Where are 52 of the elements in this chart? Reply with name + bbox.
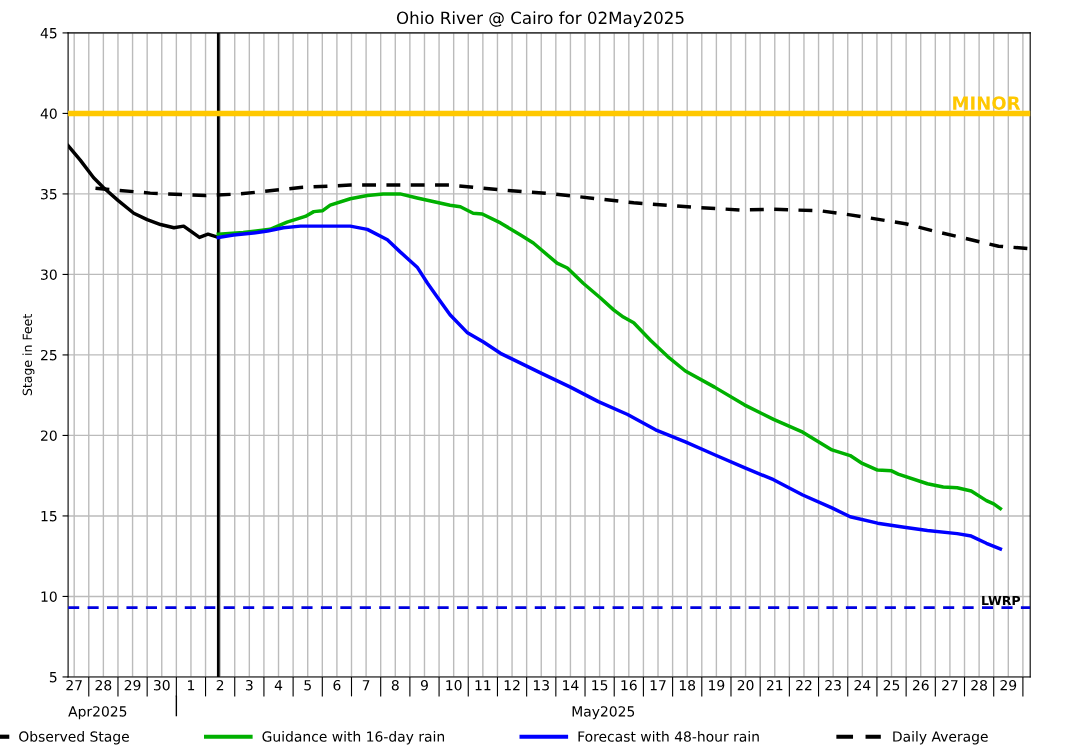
y-tick-label: 20 (41, 430, 57, 441)
x-tick-label: 25 (883, 679, 900, 691)
x-tick-label: 27 (66, 679, 82, 691)
x-tick-label: 3 (245, 679, 253, 691)
x-tick-label: 7 (362, 680, 370, 691)
text: Apr2025 (68, 706, 127, 720)
legend-label: Daily Average (893, 731, 988, 745)
y-axis-title: Stage in Feet (22, 314, 35, 396)
text: May2025 (572, 706, 635, 720)
x-tick-label: 8 (391, 679, 399, 691)
legend-label: Guidance with 16-day rain (262, 731, 445, 745)
x-tick-label: 21 (766, 679, 783, 691)
x-tick-label: 24 (854, 679, 871, 691)
y-tick-label: 30 (41, 269, 57, 280)
y-tick-label: 35 (41, 188, 57, 200)
y-tick-label: 10 (41, 591, 57, 602)
x-tick-label: 23 (825, 679, 841, 691)
x-tick-label: 28 (95, 679, 112, 691)
x-tick-label: 14 (563, 680, 579, 691)
x-tick-label: 27 (942, 679, 958, 691)
x-tick-label: 29 (124, 679, 141, 691)
x-tick-label: 15 (592, 680, 608, 691)
y-tick-label: 15 (41, 511, 57, 522)
x-tick-label: 18 (679, 679, 696, 691)
y-tick-label: 5 (49, 672, 57, 683)
x-tick-label: 20 (737, 679, 754, 691)
x-tick-label: 1 (188, 680, 195, 691)
legend-label: Forecast with 48-hour rain (578, 731, 759, 742)
x-tick-label: 29 (1000, 679, 1017, 691)
ref-line-label: MINOR (953, 96, 1021, 110)
x-tick-label: 13 (533, 679, 549, 691)
x-tick-label: 2 (216, 679, 224, 691)
x-tick-label: 17 (650, 680, 666, 691)
legend-label: Observed Stage (19, 731, 129, 745)
x-tick-label: 28 (971, 679, 987, 691)
x-tick-label: 5 (304, 680, 311, 691)
x-tick-label: 22 (796, 679, 812, 691)
x-tick-label: 11 (475, 680, 491, 691)
ref-line-label: LWRP (982, 595, 1021, 606)
x-tick-label: 30 (153, 679, 170, 691)
x-tick-label: 10 (446, 679, 462, 691)
y-tick-label: 45 (40, 28, 57, 39)
x-tick-label: 4 (274, 680, 283, 691)
y-tick-label: 40 (40, 108, 57, 119)
x-tick-label: 9 (420, 679, 428, 691)
x-tick-label: 19 (709, 679, 725, 691)
x-tick-label: 26 (912, 679, 929, 691)
x-tick-label: 6 (333, 679, 341, 691)
y-tick-label: 25 (41, 349, 57, 361)
x-tick-label: 16 (621, 679, 637, 691)
chart-title: Ohio River @ Cairo for 02May2025 (396, 11, 684, 28)
x-tick-label: 12 (504, 679, 520, 691)
